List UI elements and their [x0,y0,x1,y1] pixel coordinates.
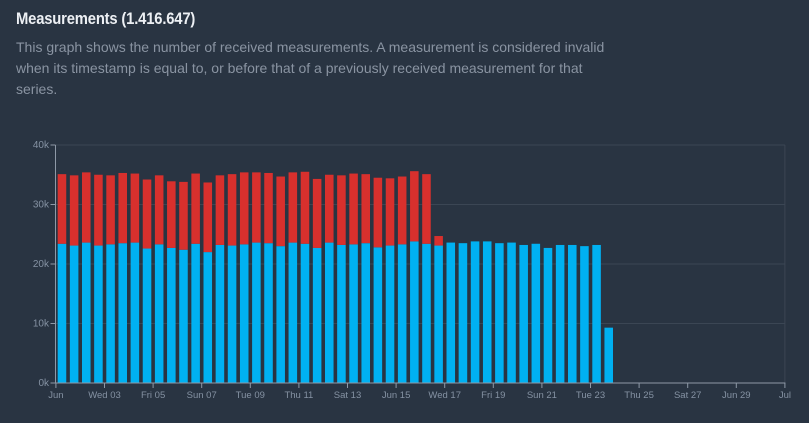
svg-text:Jun 29: Jun 29 [722,390,751,401]
svg-text:Jun: Jun [48,390,63,401]
svg-text:Sun 21: Sun 21 [527,390,557,401]
svg-text:Fri 05: Fri 05 [141,390,165,401]
svg-text:Jun 15: Jun 15 [382,390,411,401]
svg-text:0k: 0k [38,378,50,389]
svg-text:30k: 30k [33,200,50,211]
svg-text:20k: 20k [33,259,50,270]
svg-text:10k: 10k [33,319,50,330]
svg-text:Jul: Jul [779,390,791,401]
svg-text:Thu 25: Thu 25 [624,390,654,401]
svg-text:Sat 13: Sat 13 [334,390,361,401]
svg-text:Tue 09: Tue 09 [236,390,265,401]
svg-text:Wed 17: Wed 17 [428,390,461,401]
svg-text:Sun 07: Sun 07 [187,390,217,401]
svg-text:Wed 03: Wed 03 [88,390,121,401]
svg-text:Tue 23: Tue 23 [576,390,605,401]
svg-text:Thu 11: Thu 11 [284,390,313,401]
svg-text:Sat 27: Sat 27 [674,390,701,401]
svg-text:40k: 40k [33,140,50,151]
svg-text:Fri 19: Fri 19 [481,390,505,401]
